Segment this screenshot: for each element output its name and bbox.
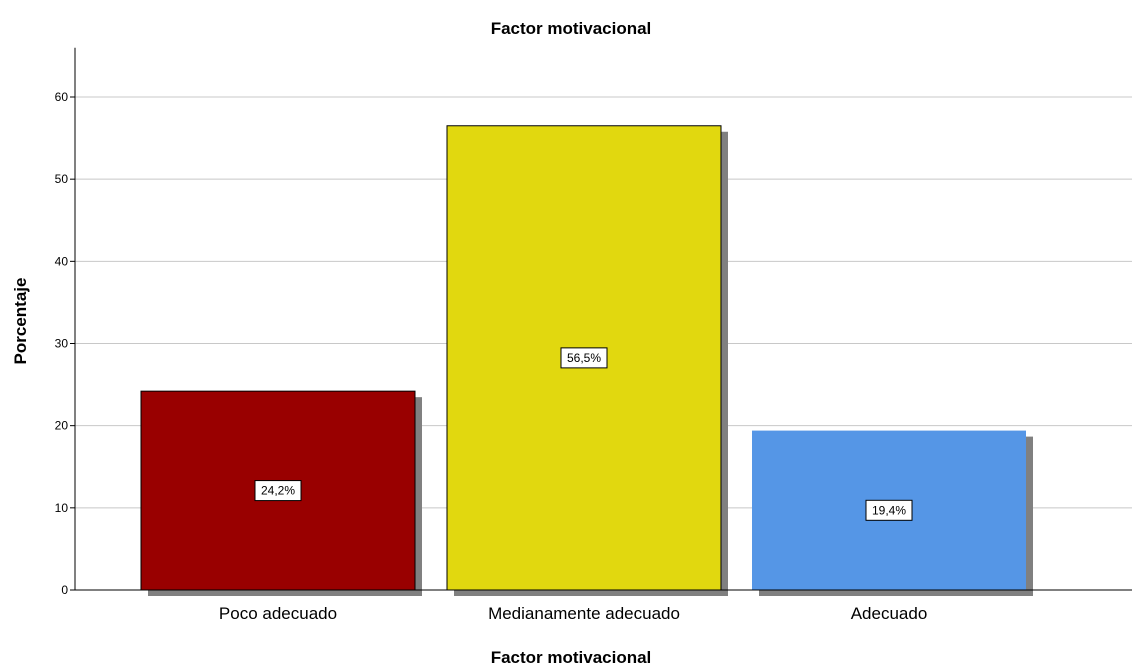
x-tick-label: Adecuado: [851, 604, 928, 623]
y-axis-title: Porcentaje: [11, 278, 30, 365]
data-label-box: [560, 347, 608, 369]
y-tick-label: 10: [55, 501, 69, 515]
data-label-box: [254, 480, 302, 502]
y-tick-label: 40: [55, 254, 69, 268]
y-tick-label: 30: [55, 337, 69, 351]
data-label: 56,5%: [567, 351, 601, 365]
x-tick-label: Medianamente adecuado: [488, 604, 680, 623]
y-tick-label: 50: [55, 172, 69, 186]
chart-title: Factor motivacional: [491, 19, 652, 38]
y-tick-label: 60: [55, 90, 69, 104]
y-axis: 0 10 20 30 40 50 60: [55, 47, 76, 597]
data-label-box: [865, 499, 913, 521]
x-axis-title: Factor motivacional: [491, 648, 652, 666]
y-tick-label: 0: [61, 583, 68, 597]
data-label: 24,2%: [261, 484, 295, 498]
bars: 24,2% 56,5% 19,4%: [140, 125, 1033, 596]
y-tick-label: 20: [55, 419, 69, 433]
data-label: 19,4%: [872, 503, 906, 517]
x-tick-label: Poco adecuado: [219, 604, 337, 623]
x-axis: Poco adecuado Medianamente adecuado Adecua…: [75, 589, 1132, 623]
